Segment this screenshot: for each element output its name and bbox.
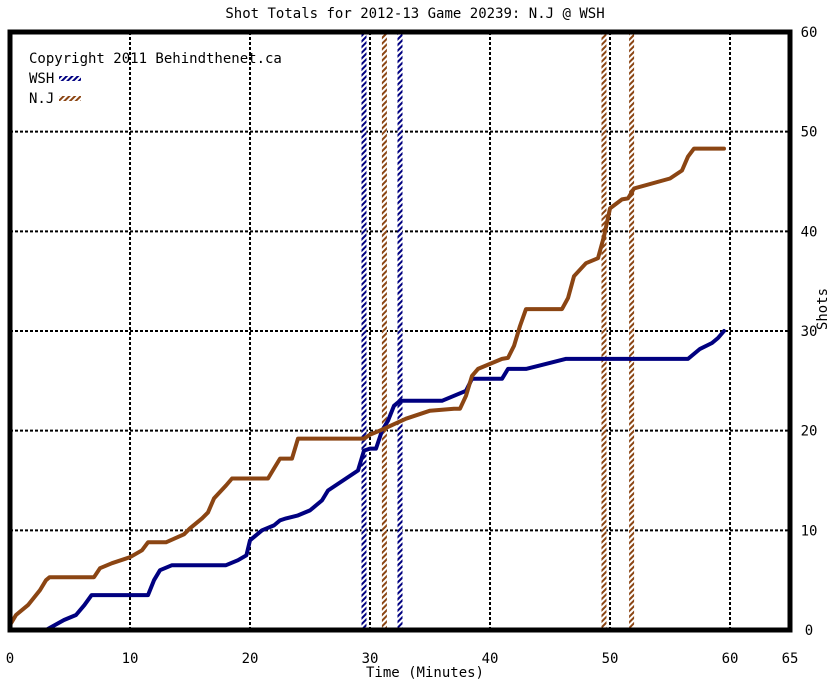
x-tick-label: 20 — [242, 651, 259, 667]
x-tick-label: 30 — [362, 651, 379, 667]
legend-label-wsh: WSH — [29, 71, 54, 87]
x-tick-label: 10 — [122, 651, 139, 667]
series-line-nj — [8, 146, 726, 627]
event-marker-nj — [381, 32, 387, 630]
chart-title: Shot Totals for 2012-13 Game 20239: N.J … — [225, 6, 604, 22]
event-marker-wsh — [361, 32, 367, 630]
x-tick-label: 65 — [782, 651, 799, 667]
x-axis-ticks: 0 10 20 30 40 50 60 65 — [6, 651, 799, 667]
event-marker-wsh — [397, 32, 403, 630]
event-marker-nj — [601, 32, 607, 630]
x-tick-label: 40 — [482, 651, 499, 667]
y-tick-label: 40 — [801, 224, 818, 240]
legend-swatch-wsh — [59, 76, 81, 81]
x-tick-label: 50 — [602, 651, 619, 667]
y-tick-label: 50 — [801, 125, 818, 141]
series-line-wsh — [8, 329, 726, 632]
x-tick-label: 60 — [722, 651, 739, 667]
legend-label-nj: N.J — [29, 91, 54, 107]
y-tick-label: 0 — [805, 623, 813, 639]
plot-frame — [7, 29, 793, 633]
copyright-text: Copyright 2011 Behindthenet.ca — [29, 51, 282, 67]
legend-swatch-nj — [59, 96, 81, 101]
y-tick-label: 30 — [801, 324, 818, 340]
y-tick-label: 20 — [801, 424, 818, 440]
x-tick-label: 0 — [6, 651, 14, 667]
event-markers — [361, 32, 635, 630]
series-lines — [8, 146, 726, 632]
y-axis-label: Shots — [815, 288, 830, 330]
event-marker-nj — [629, 32, 635, 630]
x-axis-label: Time (Minutes) — [366, 665, 484, 680]
y-tick-label: 60 — [801, 25, 818, 41]
y-axis-ticks: 0 10 20 30 40 50 60 — [801, 25, 818, 639]
legend: Copyright 2011 Behindthenet.ca WSH N.J — [29, 51, 282, 107]
y-tick-label: 10 — [801, 523, 818, 539]
